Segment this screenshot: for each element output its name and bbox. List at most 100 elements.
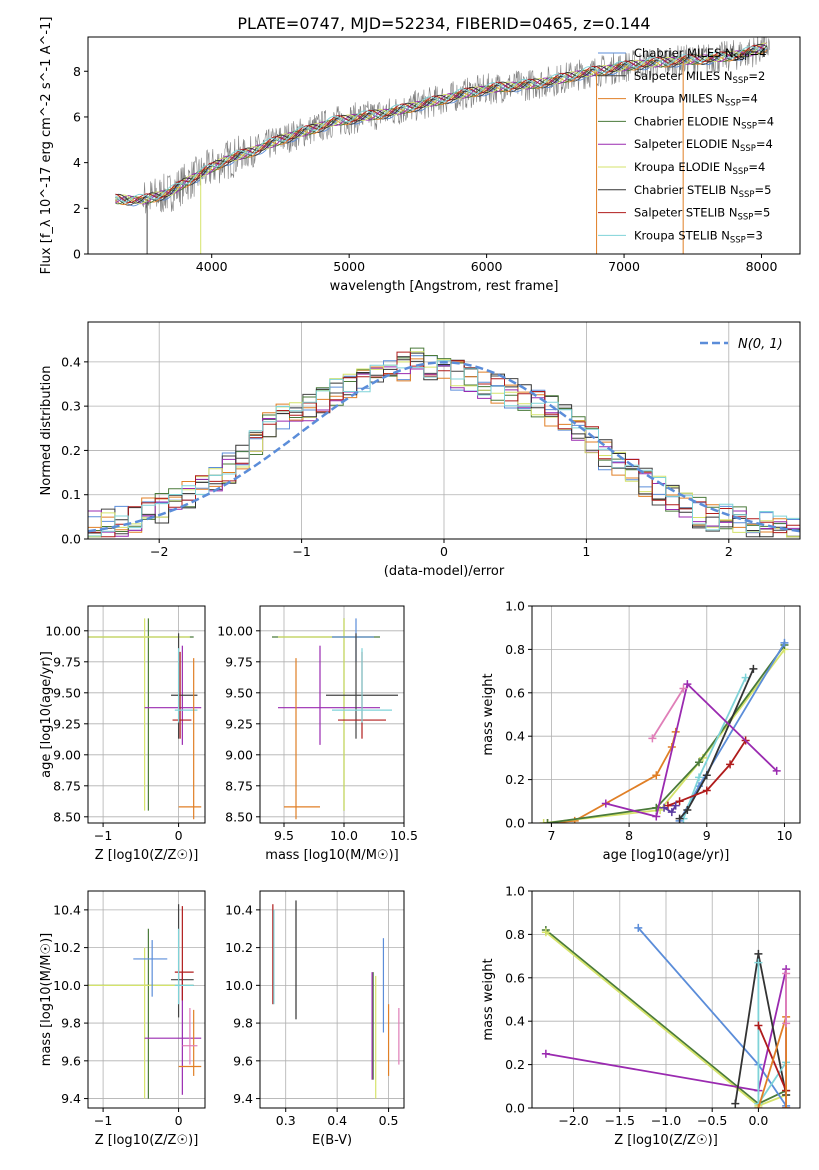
y-axis-label: mass [log10(M/M☉)]: [39, 933, 54, 1066]
mass-weight-marker: [754, 1021, 763, 1030]
x-tick-label: −1: [94, 1113, 112, 1128]
errorbar-point: [178, 1009, 202, 1076]
mass-weight-marker: [749, 664, 758, 673]
mass-weight-marker: [683, 680, 692, 689]
errorbar-point: [332, 648, 392, 723]
panel-mass-z: −1 0 9.4 9.6 9.8 10.0 10.2 10.4 Z [log10(Z/Z☉)] m…: [39, 890, 206, 1148]
mass-weight-series: [543, 648, 786, 823]
errorbar-point: [88, 618, 194, 811]
axes-frame: [259, 605, 405, 824]
y-tick-label: 2: [73, 201, 81, 216]
x-tick-label: 9: [703, 828, 711, 843]
x-tick-label: 0.4: [327, 1113, 347, 1128]
y-tick-label: 0.1: [61, 487, 81, 502]
x-axis-label: wavelength [Angstrom, rest frame]: [330, 279, 559, 294]
errorbar-point: [178, 658, 202, 820]
mass-weight-series: [547, 644, 786, 823]
y-tick-label: 10.0: [225, 978, 253, 993]
normal-curve: [88, 361, 800, 533]
panel-residuals: −2 −1 0 1 2 0.0 0.1 0.2 0.3 0.4 (data-model)/error…: [39, 321, 801, 579]
model-spectrum: [115, 49, 768, 205]
mass-weight-marker: [667, 808, 676, 817]
mass-weight-marker: [679, 684, 688, 693]
y-tick-label: 10.00: [217, 623, 253, 638]
x-tick-label: 2: [725, 544, 733, 559]
y-tick-label: 8.50: [225, 809, 253, 824]
y-tick-label: 1.0: [505, 884, 525, 899]
mass-weight-marker: [541, 1049, 550, 1058]
x-tick-label: −2.0: [558, 1113, 588, 1128]
y-tick-label: 9.50: [53, 685, 81, 700]
y-tick-label: 0.6: [505, 970, 525, 985]
model-spectrum: [115, 42, 768, 205]
mass-weight-marker: [675, 797, 684, 806]
observed-spectrum: [115, 37, 771, 214]
mass-weight-marker: [702, 771, 711, 780]
mass-weight-marker: [782, 1104, 791, 1108]
x-axis-label: E(B-V): [312, 1133, 352, 1148]
mass-weight-marker: [741, 673, 750, 682]
x-tick-label: −0.5: [697, 1113, 727, 1128]
y-tick-label: 9.00: [225, 747, 253, 762]
y-tick-label: 0.4: [505, 729, 525, 744]
y-tick-label: 0.8: [505, 927, 525, 942]
legend-entry: Salpeter MILES NSSP=2: [634, 69, 765, 86]
x-axis-label: (data-model)/error: [384, 564, 505, 579]
x-tick-label: 0.3: [276, 1113, 296, 1128]
mass-weight-marker: [695, 773, 704, 782]
mass-weight-series: [605, 682, 778, 818]
axes-frame: [87, 605, 206, 824]
y-tick-label: 9.50: [225, 685, 253, 700]
errorbar-point: [272, 618, 380, 811]
x-tick-label: 9.5: [274, 828, 294, 843]
legend-entry: Chabrier STELIB NSSP=5: [634, 183, 771, 200]
y-tick-label: 0.0: [505, 816, 525, 831]
errorbar-point: [182, 1007, 198, 1065]
y-axis-label: age [log10(age/yr)]: [39, 651, 54, 778]
x-tick-label: 0: [440, 544, 448, 559]
x-axis-label: Z [log10(Z/Z☉)]: [614, 1133, 718, 1148]
x-axis-label: Z [log10(Z/Z☉)]: [95, 848, 199, 863]
model-spectrum: [115, 45, 768, 203]
mass-weight-marker: [695, 758, 704, 767]
x-tick-label: 5000: [333, 259, 365, 274]
y-tick-label: 0: [73, 247, 81, 262]
mass-weight-marker: [660, 803, 669, 812]
mass-weight-series: [678, 668, 755, 820]
mass-weight-series: [663, 805, 677, 814]
x-tick-label: 0: [175, 828, 183, 843]
y-tick-label: 9.8: [233, 1016, 253, 1031]
mass-weight-marker: [652, 771, 661, 780]
y-tick-label: 9.4: [233, 1091, 253, 1106]
errorbar-point: [144, 972, 202, 1095]
mass-weight-marker: [652, 812, 661, 821]
mass-weight-marker: [754, 958, 763, 967]
errorbar-point: [88, 618, 190, 811]
legend-entry: Kroupa MILES NSSP=4: [634, 92, 758, 109]
plot-area: [88, 904, 202, 1099]
y-tick-label: 0.2: [61, 443, 81, 458]
legend: N(0, 1): [700, 337, 783, 352]
axes-frame: [87, 321, 801, 540]
mass-weight-series: [651, 688, 685, 739]
axes-frame: [531, 605, 801, 824]
figure-title: PLATE=0747, MJD=52234, FIBERID=0465, z=0…: [237, 14, 650, 33]
mass-weight-marker: [772, 766, 781, 775]
model-spectrum: [115, 43, 768, 204]
y-tick-label: 9.8: [61, 1016, 81, 1031]
errorbar-point: [88, 947, 190, 1099]
model-spectrum: [115, 46, 768, 203]
y-tick-label: 0.0: [505, 1101, 525, 1116]
plot-area: [272, 618, 398, 820]
errorbar-point: [278, 618, 374, 811]
y-tick-label: 9.75: [225, 654, 253, 669]
y-tick-label: 0.4: [505, 1014, 525, 1029]
mass-weight-marker: [754, 949, 763, 958]
y-tick-label: 0.2: [505, 1057, 525, 1072]
y-tick-label: 10.00: [45, 623, 81, 638]
y-tick-label: 10.0: [53, 978, 81, 993]
y-tick-label: 0.0: [61, 532, 81, 547]
y-tick-label: 1.0: [505, 599, 525, 614]
x-tick-label: 0: [175, 1113, 183, 1128]
